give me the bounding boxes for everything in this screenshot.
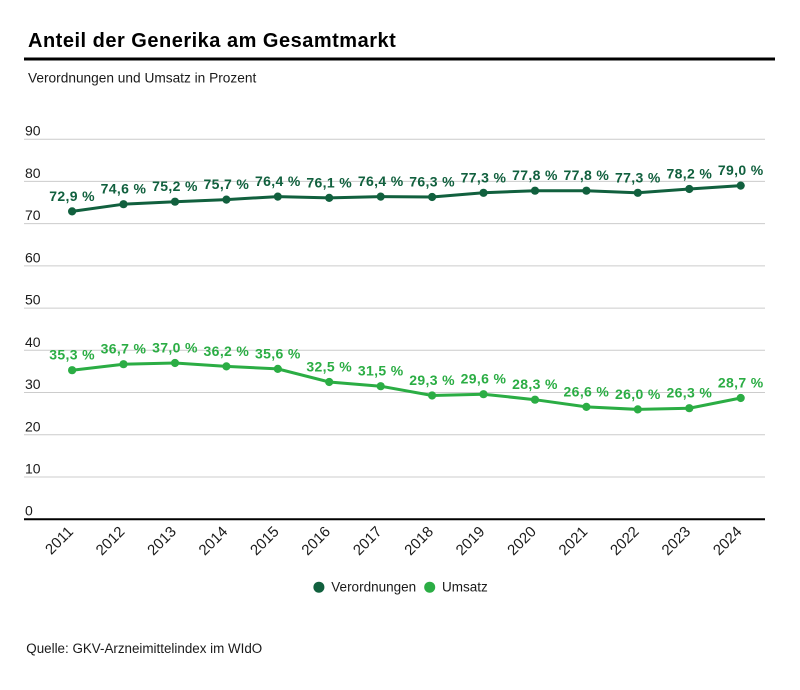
svg-text:0: 0: [25, 503, 33, 519]
svg-text:76,4 %: 76,4 %: [255, 173, 301, 189]
svg-text:Verordnungen und Umsatz in Pro: Verordnungen und Umsatz in Prozent: [28, 71, 256, 86]
svg-text:26,6 %: 26,6 %: [564, 383, 610, 399]
svg-text:30: 30: [25, 376, 41, 392]
svg-text:Anteil der Generika am Gesamtm: Anteil der Generika am Gesamtmarkt: [28, 30, 396, 52]
svg-text:77,3 %: 77,3 %: [615, 169, 661, 185]
svg-text:74,6 %: 74,6 %: [101, 181, 147, 197]
svg-text:29,3 %: 29,3 %: [409, 372, 455, 388]
svg-text:75,7 %: 75,7 %: [204, 176, 250, 192]
svg-text:Umsatz: Umsatz: [442, 580, 488, 595]
svg-text:76,3 %: 76,3 %: [409, 174, 455, 190]
svg-text:40: 40: [25, 334, 41, 350]
svg-text:35,3 %: 35,3 %: [49, 347, 95, 363]
svg-text:77,8 %: 77,8 %: [564, 167, 610, 183]
svg-text:70: 70: [25, 207, 41, 223]
svg-text:28,3 %: 28,3 %: [512, 376, 558, 392]
svg-text:50: 50: [25, 292, 41, 308]
svg-text:76,4 %: 76,4 %: [358, 173, 404, 189]
svg-text:90: 90: [25, 123, 41, 139]
svg-text:78,2 %: 78,2 %: [666, 166, 712, 182]
svg-text:Verordnungen: Verordnungen: [331, 580, 416, 595]
svg-text:75,2 %: 75,2 %: [152, 178, 198, 194]
svg-text:72,9 %: 72,9 %: [49, 188, 95, 204]
svg-text:76,1 %: 76,1 %: [306, 174, 352, 190]
svg-text:26,0 %: 26,0 %: [615, 386, 661, 402]
svg-text:10: 10: [25, 461, 41, 477]
svg-text:80: 80: [25, 165, 41, 181]
svg-text:29,6 %: 29,6 %: [461, 371, 507, 387]
svg-text:60: 60: [25, 249, 41, 265]
svg-text:32,5 %: 32,5 %: [306, 359, 352, 375]
svg-text:26,3 %: 26,3 %: [666, 385, 712, 401]
svg-text:79,0 %: 79,0 %: [718, 162, 764, 178]
svg-text:20: 20: [25, 418, 41, 434]
svg-text:Quelle: GKV-Arzneimittelindex: Quelle: GKV-Arzneimittelindex im WIdO: [26, 641, 262, 656]
svg-text:77,8 %: 77,8 %: [512, 167, 558, 183]
svg-text:77,3 %: 77,3 %: [461, 169, 507, 185]
svg-text:35,6 %: 35,6 %: [255, 345, 301, 361]
svg-text:36,2 %: 36,2 %: [204, 343, 250, 359]
svg-text:36,7 %: 36,7 %: [101, 341, 147, 357]
svg-text:28,7 %: 28,7 %: [718, 375, 764, 391]
svg-text:31,5 %: 31,5 %: [358, 363, 404, 379]
svg-text:37,0 %: 37,0 %: [152, 340, 198, 356]
